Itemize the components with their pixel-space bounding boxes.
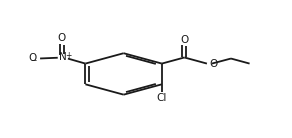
Text: −: − <box>30 57 36 66</box>
Text: O: O <box>210 59 218 69</box>
Text: Cl: Cl <box>157 93 167 103</box>
Text: O: O <box>58 33 66 43</box>
Text: O: O <box>180 35 189 45</box>
Text: +: + <box>65 51 72 60</box>
Text: N: N <box>59 52 67 62</box>
Text: O: O <box>28 54 36 63</box>
